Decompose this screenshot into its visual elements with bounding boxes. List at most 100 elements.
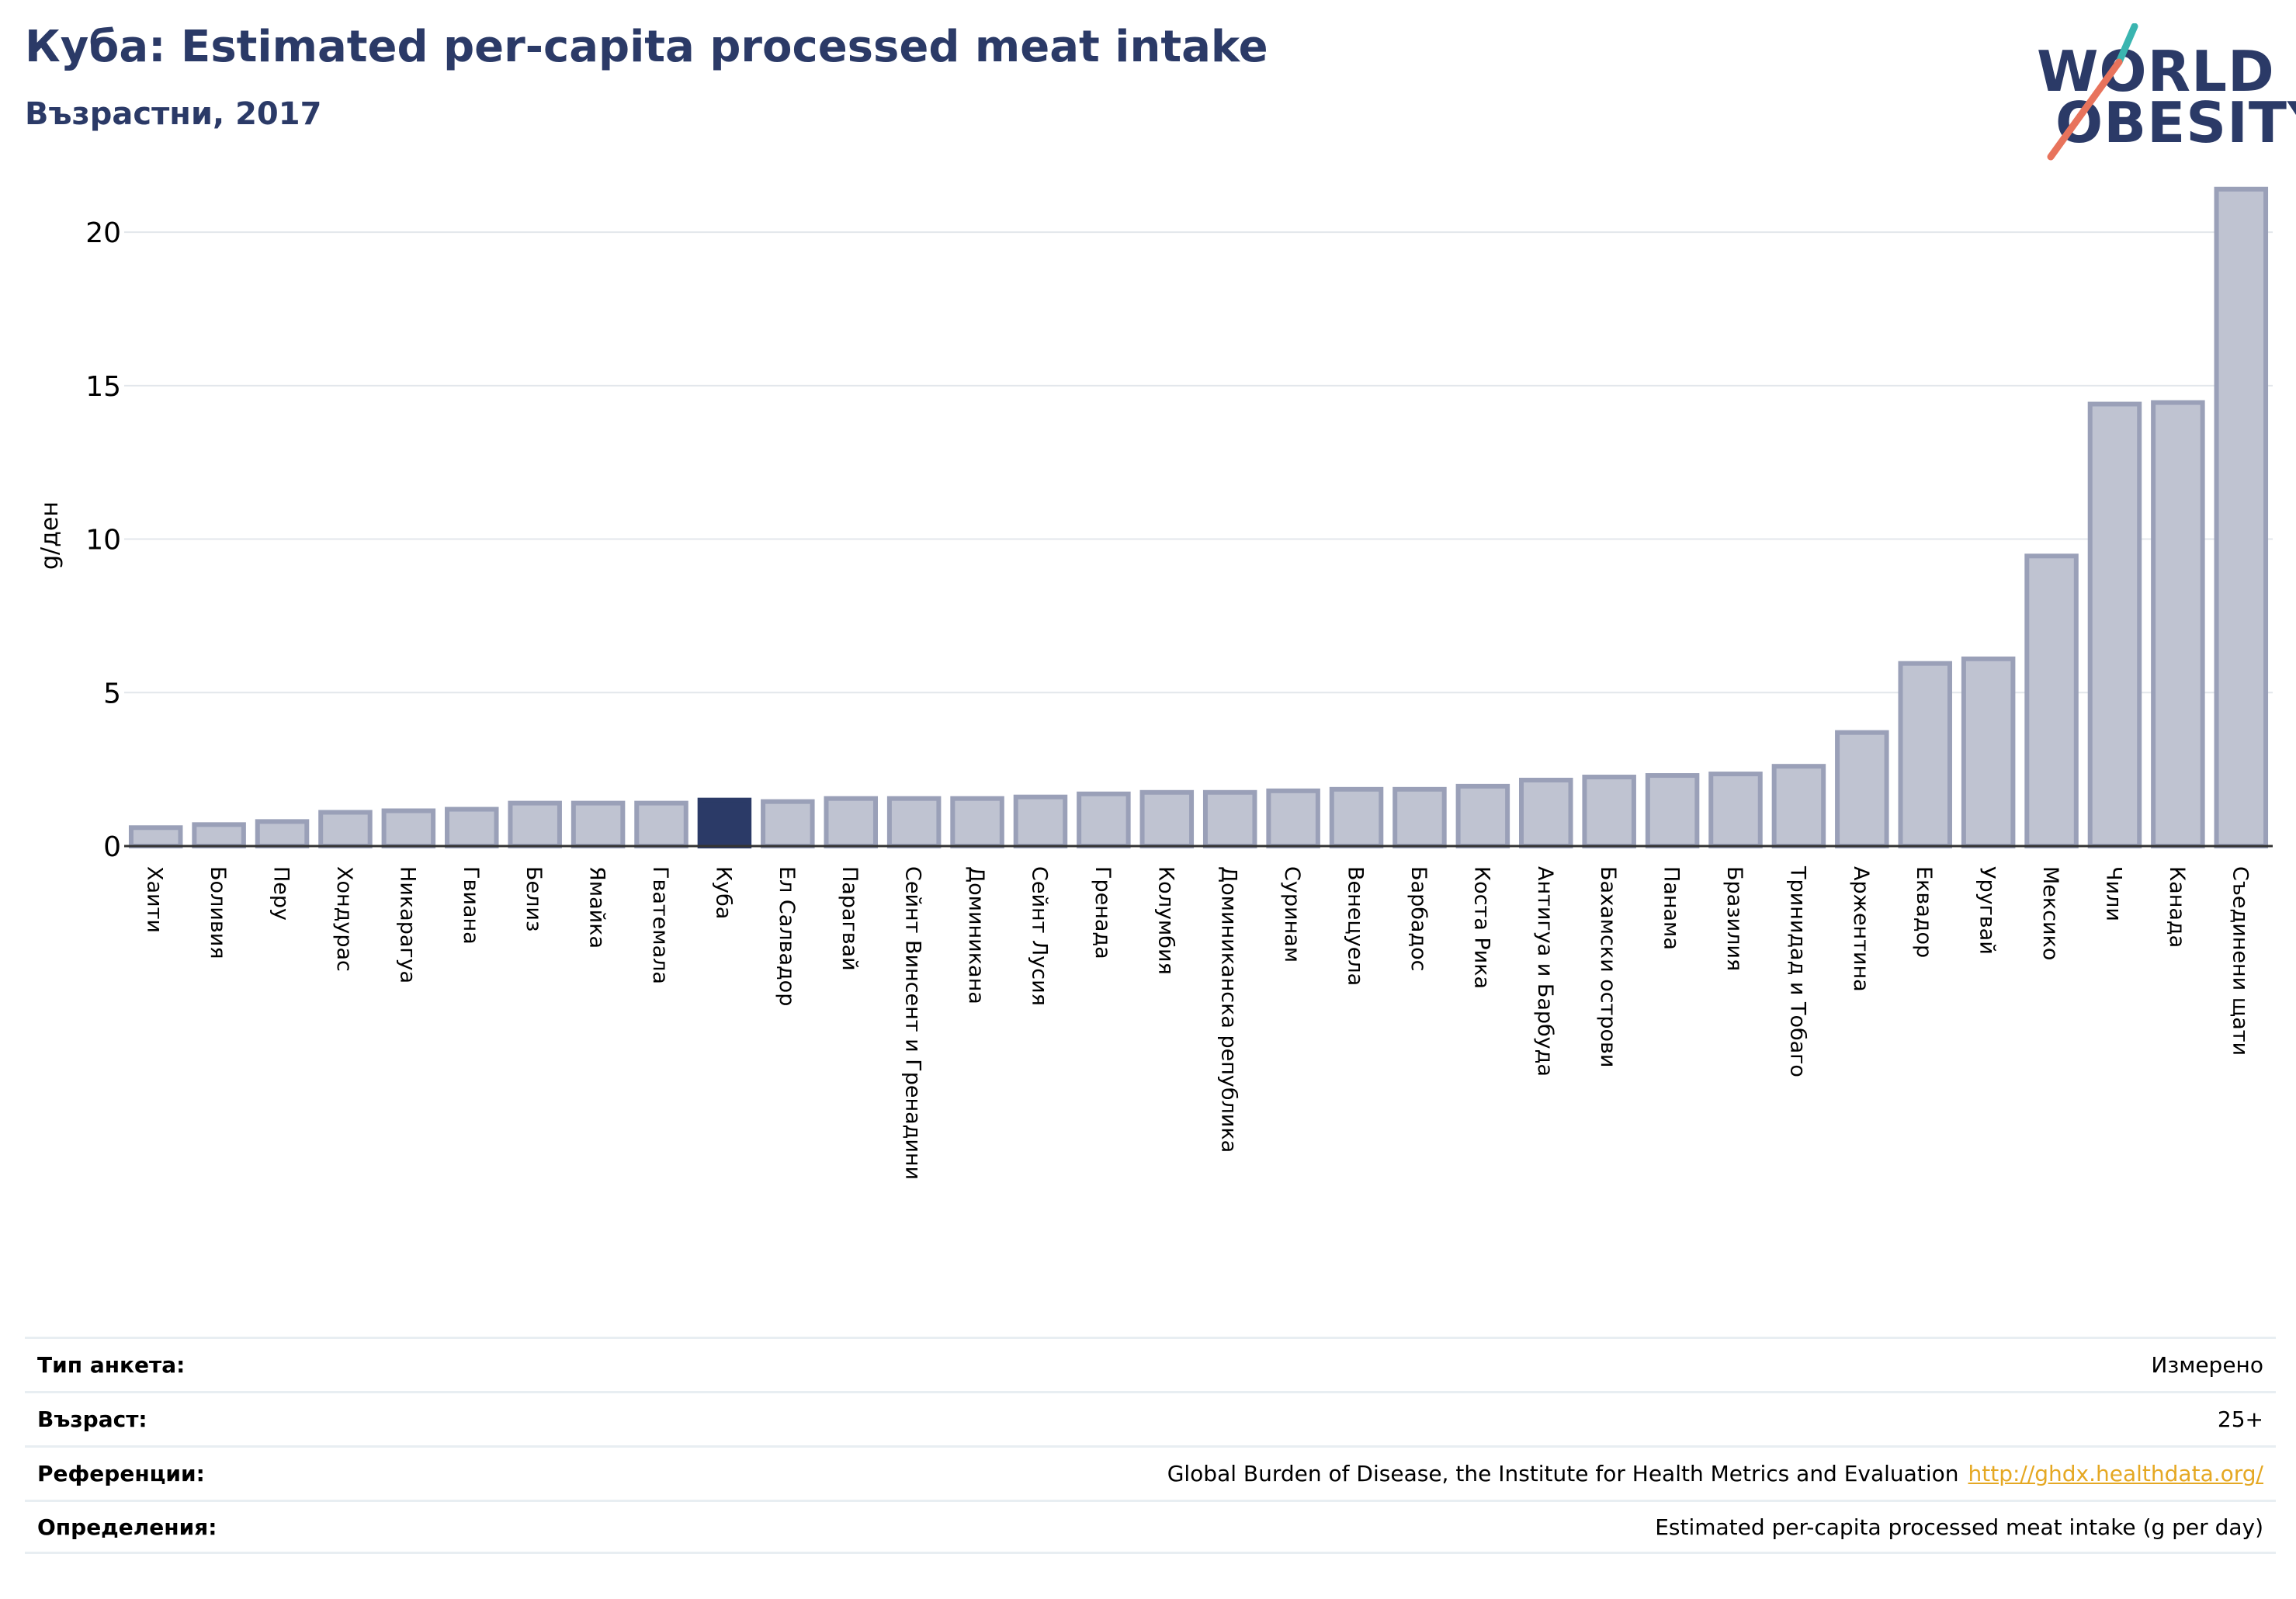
bar-country[interactable] xyxy=(1139,789,1195,849)
x-tick-label: Коста Рика xyxy=(1469,866,1493,989)
bar-country[interactable] xyxy=(1329,786,1384,848)
footer-label: Референции: xyxy=(37,1461,205,1486)
x-tick-label: Никарагуа xyxy=(395,866,419,983)
x-tick-label: Уругвай xyxy=(1975,866,1999,955)
x-tick-label: Хондурас xyxy=(332,866,356,972)
x-tick-label: Белиз xyxy=(522,866,546,931)
y-tick-label: 10 xyxy=(85,525,121,557)
x-tick-label: Барбадос xyxy=(1406,866,1431,971)
logo-word-world: WORLD xyxy=(2037,39,2275,104)
x-tick-label: Бахамски острови xyxy=(1596,866,1620,1067)
x-tick-label: Колумбия xyxy=(1153,866,1177,975)
bar-country[interactable] xyxy=(761,799,815,849)
bar-country[interactable] xyxy=(508,800,562,848)
x-tick-label: Еквадор xyxy=(1912,866,1936,958)
x-tick-label: Антигуа и Барбуда xyxy=(1533,866,1557,1077)
footer-value: Estimated per-capita processed meat inta… xyxy=(1655,1514,2263,1540)
chart-bars xyxy=(128,186,2269,849)
x-axis-labels: Хаити Боливия Перу Хондурас Никарагуа Гвиана Б… xyxy=(143,865,2253,1180)
x-tick-label: Хаити xyxy=(143,866,167,933)
footer-row-survey-type: Тип анкета: Измерено xyxy=(25,1337,2276,1391)
x-tick-label: Гватемала xyxy=(648,866,672,984)
y-tick-label: 5 xyxy=(103,678,121,709)
footer-value: Измерено xyxy=(2151,1352,2263,1378)
logo-slash-icon xyxy=(2047,23,2138,161)
bar-country[interactable] xyxy=(1582,775,1636,848)
footer-value: Global Burden of Disease, the Institute … xyxy=(1167,1461,2263,1486)
bar-country[interactable] xyxy=(255,819,310,849)
bar-country[interactable] xyxy=(824,796,878,848)
x-tick-label: Сейнт Лусия xyxy=(1027,866,1051,1006)
x-tick-label: Ел Салвадор xyxy=(775,866,799,1006)
reference-link[interactable]: http://ghdx.healthdata.org/ xyxy=(1968,1461,2263,1486)
x-tick-label: Мексико xyxy=(2038,866,2062,960)
x-tick-label: Доминиканска република xyxy=(1217,866,1241,1153)
x-tick-label: Гренада xyxy=(1091,866,1115,959)
bar-country[interactable] xyxy=(2087,401,2142,848)
x-tick-label: Куба xyxy=(711,866,735,919)
x-tick-label: Тринидад и Тобаго xyxy=(1785,865,1809,1077)
x-tick-label: Суринам xyxy=(1280,866,1304,963)
footer-row-definitions: Определения: Estimated per-capita proces… xyxy=(25,1500,2276,1554)
page-subtitle: Възрастни, 2017 xyxy=(25,96,322,132)
bar-country[interactable] xyxy=(634,800,688,848)
x-tick-label: Сейнт Винсент и Гренадини xyxy=(901,866,925,1180)
x-tick-label: Съединени щати xyxy=(2228,866,2252,1056)
bar-country[interactable] xyxy=(318,810,373,848)
logo-slash-teal xyxy=(2115,23,2138,66)
bar-country[interactable] xyxy=(2151,400,2205,848)
bar-country[interactable] xyxy=(1013,794,1068,849)
bar-country[interactable] xyxy=(381,808,436,848)
bar-country[interactable] xyxy=(1393,786,1447,848)
x-tick-label: Парагвай xyxy=(838,866,862,971)
footer-label: Възраст: xyxy=(37,1406,147,1432)
footer-value: 25+ xyxy=(2217,1406,2263,1432)
bar-country[interactable] xyxy=(1708,772,1763,848)
bar-country[interactable] xyxy=(192,822,246,848)
y-tick-label: 15 xyxy=(85,371,121,403)
bar-country[interactable] xyxy=(1266,788,1320,848)
bar-country[interactable] xyxy=(1455,783,1510,848)
y-tick-label: 0 xyxy=(103,831,121,863)
bar-country[interactable] xyxy=(1771,764,1826,849)
footer-row-references: Референции: Global Burden of Disease, th… xyxy=(25,1445,2276,1500)
bar-country[interactable] xyxy=(571,800,626,848)
bar-country[interactable] xyxy=(1645,773,1700,849)
x-tick-label: Бразилия xyxy=(1722,866,1746,971)
bar-country[interactable] xyxy=(1202,789,1257,849)
bar-highlight[interactable] xyxy=(697,797,752,849)
bar-country[interactable] xyxy=(1077,791,1131,848)
logo-slash-coral xyxy=(2047,58,2123,161)
bar-country[interactable] xyxy=(1519,777,1573,849)
bar-country[interactable] xyxy=(1835,730,1889,848)
logo-word-obesity: OBESITY xyxy=(2055,90,2296,155)
metadata-table: Тип анкета: Измерено Възраст: 25+ Рефере… xyxy=(25,1337,2276,1554)
y-axis: 0 5 10 15 20 xyxy=(85,217,121,863)
bar-country[interactable] xyxy=(1961,656,2016,848)
footer-label: Определения: xyxy=(37,1514,217,1540)
bar-country[interactable] xyxy=(950,796,1004,848)
x-tick-label: Доминикана xyxy=(964,866,988,1004)
x-tick-label: Канада xyxy=(2165,866,2189,948)
bar-country[interactable] xyxy=(445,806,499,849)
bar-country[interactable] xyxy=(128,825,183,848)
bar-country[interactable] xyxy=(1898,661,1952,848)
y-tick-label: 20 xyxy=(85,217,121,249)
x-tick-label: Чили xyxy=(2101,866,2125,921)
x-tick-label: Аржентина xyxy=(1849,866,1873,992)
world-obesity-logo[interactable]: WORLD OBESITY xyxy=(2018,23,2296,163)
x-tick-label: Боливия xyxy=(206,866,230,959)
bar-country[interactable] xyxy=(886,796,942,848)
x-tick-label: Ямайка xyxy=(585,866,609,949)
x-tick-label: Перу xyxy=(269,866,293,921)
chart-gridlines xyxy=(124,231,2273,694)
x-tick-label: Венецуела xyxy=(1344,866,1368,986)
page-title: Куба: Estimated per-capita processed mea… xyxy=(25,22,1268,72)
bar-chart: 0 5 10 15 20 g/ден Хаити Боливия Перу Хондурас Н… xyxy=(36,186,2273,1180)
bar-country[interactable] xyxy=(2214,186,2269,848)
reference-text: Global Burden of Disease, the Institute … xyxy=(1167,1461,1959,1486)
footer-row-age: Възраст: 25+ xyxy=(25,1391,2276,1445)
x-tick-label: Панама xyxy=(1660,866,1684,950)
bar-country[interactable] xyxy=(2024,553,2079,849)
y-axis-label: g/ден xyxy=(36,501,64,570)
